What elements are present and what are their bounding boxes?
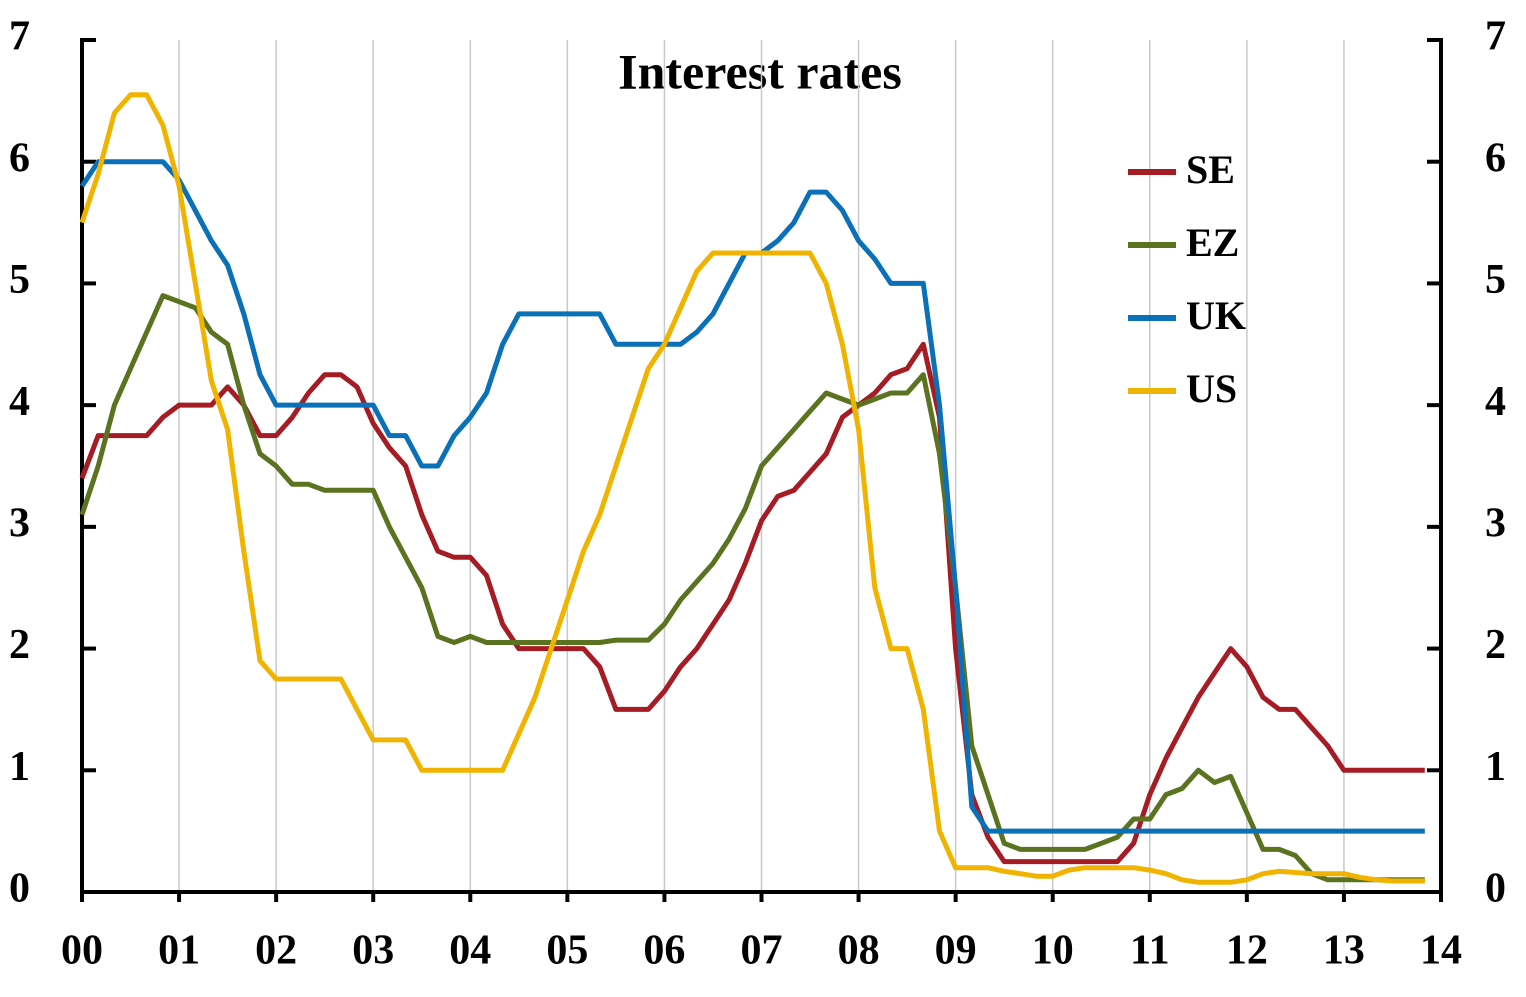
y2-tick-label: 1	[1485, 744, 1506, 790]
x-tick-label: 14	[1420, 928, 1462, 974]
x-tick-label: 01	[158, 928, 200, 974]
y-tick-label: 5	[9, 257, 30, 303]
legend-label: US	[1186, 366, 1237, 411]
y-tick-label: 0	[9, 866, 30, 912]
x-tick-label: 09	[935, 928, 977, 974]
x-tick-label: 08	[838, 928, 880, 974]
x-tick-label: 02	[255, 928, 297, 974]
legend-label: SE	[1186, 147, 1235, 192]
x-tick-label: 00	[61, 928, 103, 974]
y-tick-label: 2	[9, 622, 30, 668]
series-line	[79, 341, 1425, 865]
y2-tick-label: 7	[1485, 14, 1506, 60]
legend-label: EZ	[1186, 220, 1239, 265]
y-tick-label: 4	[9, 379, 30, 425]
x-tick-label: 07	[741, 928, 783, 974]
y-tick-label: 3	[9, 500, 30, 546]
y2-tick-label: 0	[1485, 866, 1506, 912]
legend-label: UK	[1186, 293, 1246, 338]
y-tick-label: 7	[9, 14, 30, 60]
y2-tick-label: 6	[1485, 135, 1506, 181]
x-tick-label: 06	[643, 928, 685, 974]
chart-title: Interest rates	[618, 43, 902, 99]
x-tick-label: 10	[1032, 928, 1074, 974]
x-tick-label: 11	[1130, 928, 1170, 974]
y-tick-label: 1	[9, 744, 30, 790]
x-tick-label: 04	[449, 928, 491, 974]
y2-tick-label: 5	[1485, 257, 1506, 303]
series-line	[79, 293, 1425, 883]
x-tick-label: 13	[1323, 928, 1365, 974]
x-tick-label: 12	[1226, 928, 1268, 974]
y2-tick-label: 4	[1485, 379, 1506, 425]
y2-tick-label: 2	[1485, 622, 1506, 668]
x-tick-label: 03	[352, 928, 394, 974]
y-tick-label: 6	[9, 135, 30, 181]
y2-tick-label: 3	[1485, 500, 1506, 546]
series-line	[79, 92, 1425, 885]
x-tick-label: 05	[546, 928, 588, 974]
